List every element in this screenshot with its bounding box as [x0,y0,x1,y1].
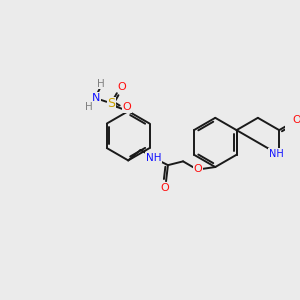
Text: O: O [293,115,300,125]
Text: O: O [117,82,126,92]
Text: S: S [107,97,115,110]
Text: NH: NH [146,153,161,163]
Text: O: O [123,102,132,112]
Text: O: O [194,164,203,174]
Text: N: N [92,93,100,103]
Text: NH: NH [269,149,284,159]
Text: O: O [161,183,170,193]
Text: H: H [97,79,105,89]
Text: H: H [85,102,92,112]
